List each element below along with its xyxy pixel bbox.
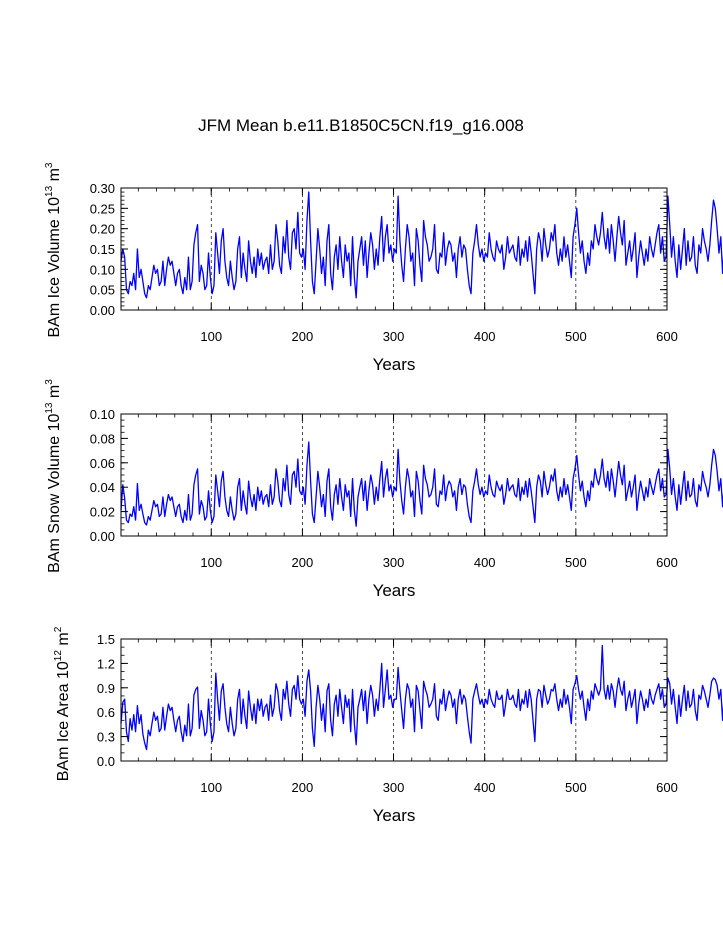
ice-volume-y-tick-label: 0.05 (90, 283, 115, 298)
snow-volume-plot-frame (120, 413, 668, 537)
ice-volume-x-tick-label: 200 (292, 329, 314, 344)
snow-volume-y-tick-label: 0.02 (90, 505, 115, 520)
snow-volume-plot-body: 0.00 0.02 0.04 0.06 0.08 0.10 100 200 300 400 500 6… (90, 407, 723, 570)
ice-area-y-tick-label: 1.5 (97, 632, 115, 647)
chart-title: JFM Mean b.e11.B1850C5CN.f19_g16.008 (198, 116, 524, 135)
ice-area-y-tick-label: 0.6 (97, 705, 115, 720)
snow-volume-y-axis-label: BAm Snow Volume 1013 m3 (44, 379, 63, 573)
ice-volume-y-axis-label: BAm Ice Volume 1013 m3 (44, 162, 63, 337)
snow-volume-x-tick-label: 200 (292, 555, 314, 570)
snow-volume-x-axis-label: Years (373, 581, 416, 600)
snow-volume-x-tick-label: 600 (656, 555, 678, 570)
ice-area-x-tick-label: 500 (565, 780, 587, 795)
ice-volume-series-line (120, 191, 723, 299)
snow-volume-x-tick-label: 300 (383, 555, 405, 570)
ice-volume-y-label-main: BAm Ice Volume 10 (46, 197, 63, 338)
ice-volume-y-tick-label: 0.00 (90, 303, 115, 318)
ice-volume-y-tick-label: 0.25 (90, 201, 115, 216)
ice-area-x-tick-label: 300 (383, 780, 405, 795)
snow-volume-y-label-unit: m (46, 385, 63, 403)
snow-volume-x-tick-label: 400 (474, 555, 496, 570)
ice-area-plot-body: 0.0 0.3 0.6 0.9 1.2 1.5 100 200 300 400 500 600 (97, 632, 723, 795)
ice-volume-x-tick-label: 400 (474, 329, 496, 344)
panel-ice-volume: 0.00 0.05 0.10 0.15 0.20 0.25 0.30 100 200 300 400… (44, 162, 723, 374)
ice-area-y-label-unit: m (55, 632, 72, 650)
ice-area-y-axis-label: BAm Ice Area 1012 m2 (53, 626, 72, 781)
ice-area-x-tick-label: 200 (292, 780, 314, 795)
ice-area-y-label-unit-exponent: 2 (53, 626, 64, 632)
ice-area-y-label-text: BAm Ice Area 1012 m2 (53, 626, 72, 781)
ice-area-y-tick-label: 0.3 (97, 730, 115, 745)
snow-volume-y-label-exponent: 13 (44, 402, 55, 414)
ice-area-x-tick-label: 400 (474, 780, 496, 795)
ice-volume-x-tick-label: 600 (656, 329, 678, 344)
ice-volume-y-tick-label: 0.10 (90, 262, 115, 277)
ice-area-y-label-main: BAm Ice Area 10 (55, 661, 72, 781)
ice-volume-y-label-text: BAm Ice Volume 1013 m3 (44, 162, 63, 337)
snow-volume-y-label-text: BAm Snow Volume 1013 m3 (44, 379, 63, 573)
ice-area-y-tick-label: 0.9 (97, 681, 115, 696)
snow-volume-y-tick-label: 0.04 (90, 480, 115, 495)
ice-area-x-axis-label: Years (373, 806, 416, 825)
ice-volume-y-label-unit: m (46, 168, 63, 186)
ice-volume-x-tick-label: 500 (565, 329, 587, 344)
snow-volume-series-line (120, 441, 723, 527)
snow-volume-x-tick-label: 500 (565, 555, 587, 570)
ice-volume-x-tick-label: 300 (383, 329, 405, 344)
snow-volume-y-tick-label: 0.10 (90, 407, 115, 422)
ice-volume-x-axis-label: Years (373, 355, 416, 374)
ice-volume-y-tick-label: 0.15 (90, 242, 115, 257)
ice-volume-y-label-exponent: 13 (44, 185, 55, 197)
ice-volume-y-label-unit-exponent: 3 (44, 162, 55, 168)
ice-area-series-line (120, 644, 723, 751)
snow-volume-y-tick-label: 0.00 (90, 529, 115, 544)
panel-ice-area: 0.0 0.3 0.6 0.9 1.2 1.5 100 200 300 400 500 600 BAm… (53, 626, 723, 825)
ice-volume-y-tick-label: 0.20 (90, 222, 115, 237)
snow-volume-y-tick-label: 0.08 (90, 431, 115, 446)
ice-volume-y-tick-label: 0.30 (90, 181, 115, 196)
panel-snow-volume: 0.00 0.02 0.04 0.06 0.08 0.10 100 200 300 400 500 6… (44, 379, 723, 600)
snow-volume-y-tick-label: 0.06 (90, 456, 115, 471)
ice-area-y-tick-label: 1.2 (97, 656, 115, 671)
ice-volume-x-tick-label: 100 (200, 329, 222, 344)
ice-area-x-tick-label: 600 (656, 780, 678, 795)
ice-area-x-tick-label: 100 (200, 780, 222, 795)
snow-volume-x-tick-label: 100 (200, 555, 222, 570)
snow-volume-y-label-unit-exponent: 3 (44, 379, 55, 385)
ice-area-y-tick-label: 0.0 (97, 754, 115, 769)
ice-volume-plot-body: 0.00 0.05 0.10 0.15 0.20 0.25 0.30 100 200 300 400… (90, 181, 723, 344)
ice-area-y-label-exponent: 12 (53, 650, 64, 662)
snow-volume-y-label-main: BAm Snow Volume 10 (46, 414, 63, 573)
